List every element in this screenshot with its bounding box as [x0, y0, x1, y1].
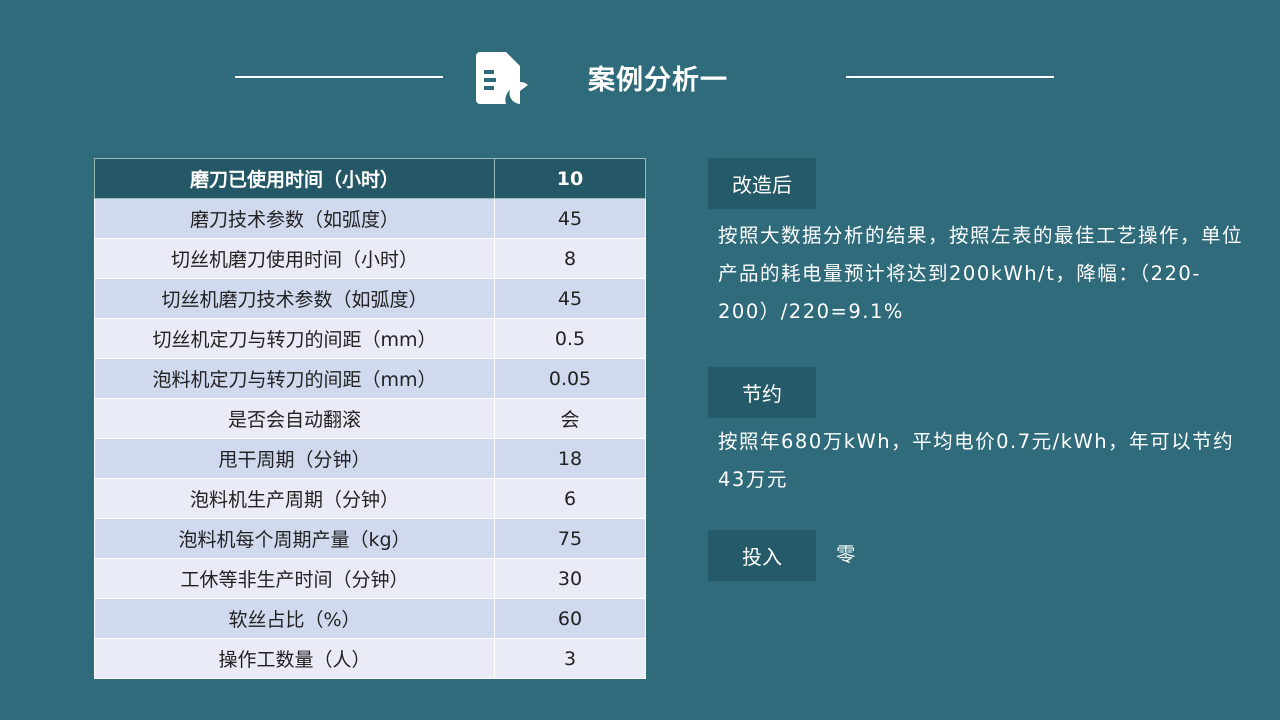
table-cell: 泡料机生产周期（分钟） — [94, 478, 495, 519]
table-cell: 10 — [494, 158, 646, 199]
divider-left — [235, 76, 443, 78]
table-cell: 软丝占比（%） — [94, 598, 495, 639]
table-row: 泡料机定刀与转刀的间距（mm） 0.05 — [94, 358, 646, 399]
section-label-after: 改造后 — [708, 158, 816, 209]
table-cell: 6 — [494, 478, 646, 519]
table-row: 操作工数量（人） 3 — [94, 638, 646, 679]
section-label-savings: 节约 — [708, 367, 816, 418]
table-cell: 会 — [494, 398, 646, 439]
table-row: 泡料机生产周期（分钟） 6 — [94, 478, 646, 519]
table-cell: 切丝机定刀与转刀的间距（mm） — [94, 318, 495, 359]
table-cell: 0.5 — [494, 318, 646, 359]
table-cell: 切丝机磨刀技术参数（如弧度） — [94, 278, 495, 319]
table-cell: 磨刀已使用时间（小时） — [94, 158, 495, 199]
table-cell: 45 — [494, 198, 646, 239]
table-cell: 是否会自动翻滚 — [94, 398, 495, 439]
divider-right — [846, 76, 1054, 78]
table-row: 切丝机磨刀技术参数（如弧度） 45 — [94, 278, 646, 319]
table-row: 切丝机定刀与转刀的间距（mm） 0.5 — [94, 318, 646, 359]
table-cell: 磨刀技术参数（如弧度） — [94, 198, 495, 239]
table-cell: 30 — [494, 558, 646, 599]
table-row: 是否会自动翻滚会 — [94, 398, 646, 439]
table-header-row: 磨刀已使用时间（小时） 10 — [94, 158, 646, 199]
table-row: 切丝机磨刀使用时间（小时） 8 — [94, 238, 646, 279]
table-row: 泡料机每个周期产量（kg） 75 — [94, 518, 646, 559]
table-row: 软丝占比（%） 60 — [94, 598, 646, 639]
section-text-after: 按照大数据分析的结果，按照左表的最佳工艺操作，单位产品的耗电量预计将达到200k… — [718, 224, 1244, 323]
table-row: 工休等非生产时间（分钟） 30 — [94, 558, 646, 599]
table-cell: 60 — [494, 598, 646, 639]
table-cell: 泡料机定刀与转刀的间距（mm） — [94, 358, 495, 399]
table-cell: 工休等非生产时间（分钟） — [94, 558, 495, 599]
section-text-savings: 按照年680万kWh，平均电价0.7元/kWh，年可以节约43万元 — [718, 430, 1235, 491]
table-cell: 泡料机每个周期产量（kg） — [94, 518, 495, 559]
table-cell: 75 — [494, 518, 646, 559]
table-cell: 切丝机磨刀使用时间（小时） — [94, 238, 495, 279]
table-cell: 8 — [494, 238, 646, 279]
table-row: 甩干周期（分钟） 18 — [94, 438, 646, 479]
table-cell: 45 — [494, 278, 646, 319]
table-row: 磨刀技术参数（如弧度） 45 — [94, 198, 646, 239]
table-cell: 甩干周期（分钟） — [94, 438, 495, 479]
document-chart-icon — [476, 52, 528, 104]
section-text-investment: 零 — [836, 543, 858, 566]
table-cell: 3 — [494, 638, 646, 679]
table-cell: 0.05 — [494, 358, 646, 399]
table-cell: 18 — [494, 438, 646, 479]
section-label-investment: 投入 — [708, 530, 816, 581]
page-title: 案例分析一 — [588, 65, 728, 96]
parameter-table: 磨刀已使用时间（小时） 10 磨刀技术参数（如弧度） 45 切丝机磨刀使用时间（小时）… — [94, 158, 646, 679]
table-cell: 操作工数量（人） — [94, 638, 495, 679]
